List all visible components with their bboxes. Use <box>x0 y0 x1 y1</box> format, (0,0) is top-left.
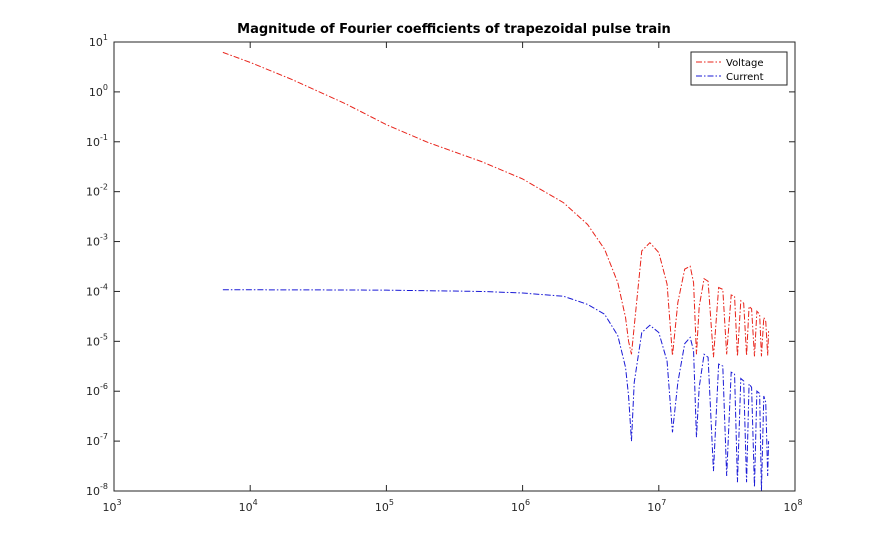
y-tick-label: 10-1 <box>86 133 108 149</box>
y-tick-label: 100 <box>89 83 108 99</box>
y-tick-label: 10-4 <box>86 282 108 298</box>
x-tick-label: 105 <box>375 498 394 514</box>
legend: Voltage Current <box>690 51 788 86</box>
y-tick-label: 10-7 <box>86 432 108 448</box>
legend-label-voltage: Voltage <box>726 58 764 69</box>
legend-label-current: Current <box>726 72 764 83</box>
y-tick-label: 101 <box>89 33 108 49</box>
y-tick-label: 10-2 <box>86 183 108 199</box>
x-tick-label: 106 <box>511 498 530 514</box>
y-tick-label: 10-8 <box>86 482 108 498</box>
x-tick-label: 108 <box>783 498 802 514</box>
series-layer <box>222 51 770 492</box>
plot-area-frame <box>113 41 796 492</box>
series-line-current <box>222 289 770 492</box>
legend-box <box>690 51 788 86</box>
series-line-voltage <box>222 51 770 358</box>
y-tick-label: 10-5 <box>86 332 108 348</box>
y-axis: 10-8 10-7 10-6 10-5 10-4 10-3 10-2 10-1 100 101 <box>86 33 795 498</box>
y-tick-label: 10-6 <box>86 382 108 398</box>
x-axis: 103 104 105 106 107 108 <box>102 42 803 514</box>
y-tick-label: 10-3 <box>86 233 108 249</box>
chart-title: Magnitude of Fourier coefficients of tra… <box>237 22 671 37</box>
x-tick-label: 103 <box>102 498 121 514</box>
x-tick-label: 104 <box>239 498 258 514</box>
x-tick-label: 107 <box>647 498 666 514</box>
